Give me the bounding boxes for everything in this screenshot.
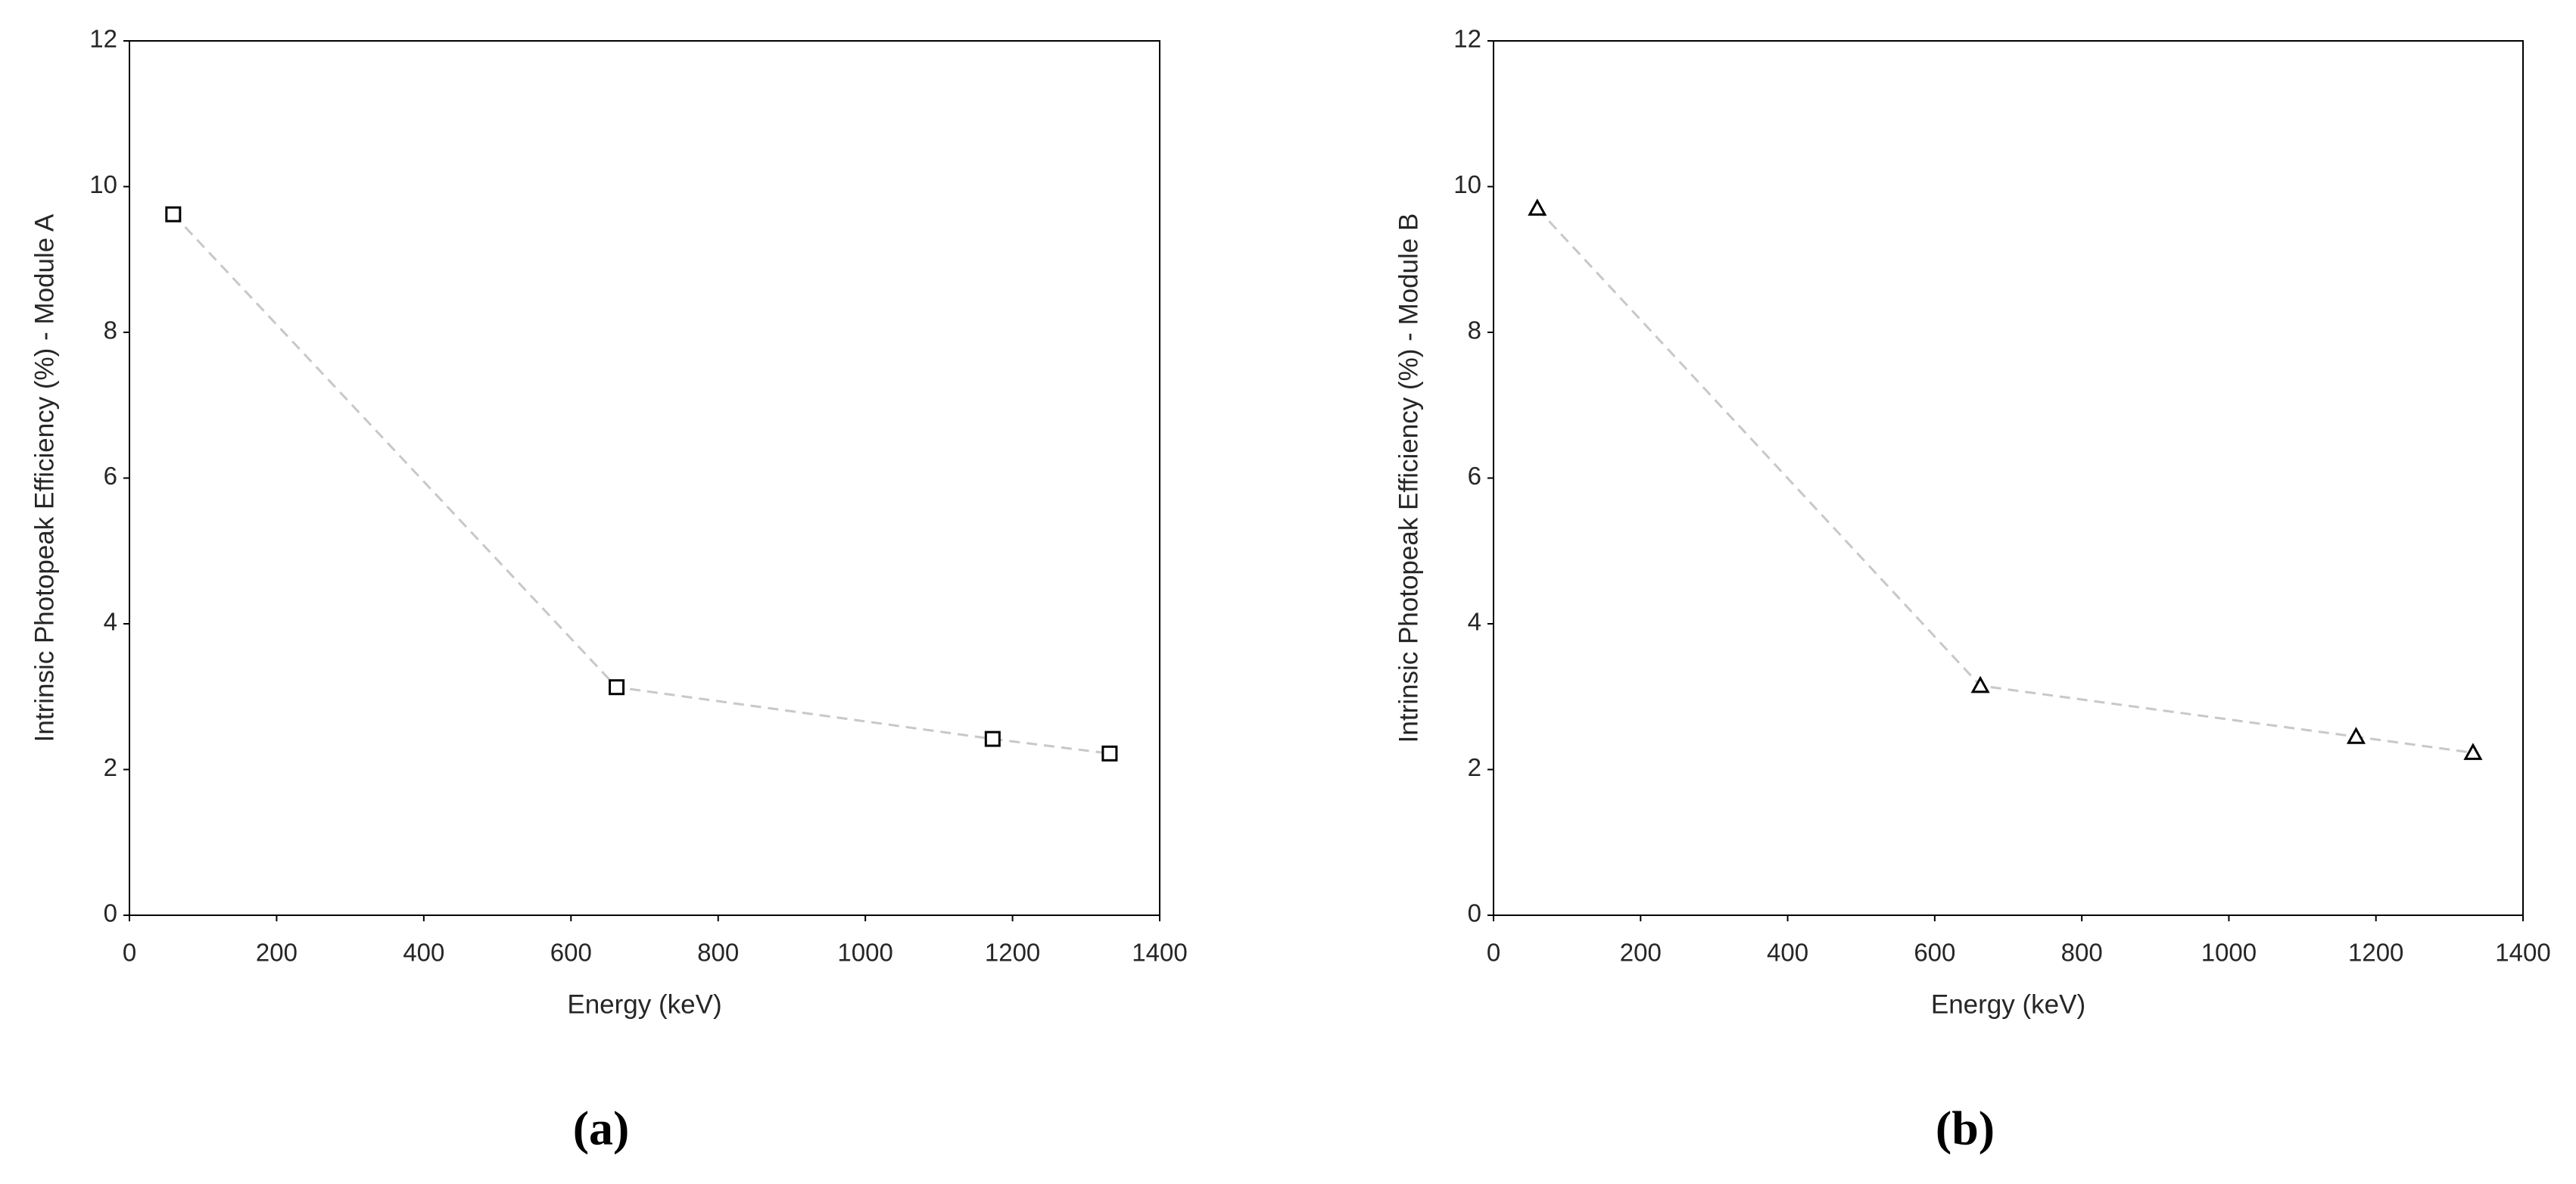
y-tick-label: 10 (1453, 170, 1481, 198)
caption: (a) (573, 1101, 630, 1155)
x-tick-label: 200 (1620, 939, 1662, 967)
plot-frame (1493, 40, 2524, 916)
y-tick-label: 8 (1468, 316, 1481, 344)
marker (2346, 727, 2366, 744)
x-tick-label: 1000 (837, 939, 892, 967)
x-axis-title: Energy (keV) (1931, 989, 2085, 1019)
marker (1528, 198, 1547, 216)
series-line (1536, 207, 2474, 754)
marker (984, 731, 1001, 747)
plot-frame (129, 40, 1160, 916)
series-line (172, 213, 1110, 755)
y-tick-label: 0 (104, 899, 117, 927)
y-axis-title: Intrinsic Photopeak Efficiency (%) - Mod… (1394, 213, 1423, 743)
x-tick-label: 1400 (1132, 939, 1187, 967)
x-tick-label: 400 (403, 939, 444, 967)
y-tick-label: 6 (104, 462, 117, 490)
x-tick-label: 600 (1914, 939, 1955, 967)
y-tick-label: 0 (1468, 899, 1481, 927)
marker (609, 679, 625, 696)
y-tick-label: 8 (104, 316, 117, 344)
y-tick-label: 10 (89, 170, 117, 198)
x-tick-label: 400 (1767, 939, 1808, 967)
y-tick-label: 6 (1468, 462, 1481, 490)
x-tick-label: 0 (123, 939, 136, 967)
x-tick-label: 200 (256, 939, 297, 967)
y-tick-label: 2 (1468, 753, 1481, 781)
y-tick-label: 12 (1453, 25, 1481, 53)
x-tick-label: 1200 (985, 939, 1040, 967)
x-tick-label: 1400 (2495, 939, 2550, 967)
x-tick-label: 800 (697, 939, 739, 967)
y-tick-label: 4 (104, 608, 117, 636)
chart: 0 2 4 6 8 10 12 0 200 400 600 800 1000 1200 1400 Energy… (1394, 25, 2550, 1155)
chart: 0 2 4 6 8 10 12 0 200 400 600 800 1000 1200 1400 Energy… (30, 25, 1187, 1155)
marker (2463, 743, 2483, 760)
marker (165, 206, 182, 223)
x-tick-label: 1000 (2201, 939, 2257, 967)
x-axis-title: Energy (keV) (567, 989, 721, 1019)
x-tick-label: 600 (550, 939, 592, 967)
y-tick-label: 2 (104, 753, 117, 781)
caption: (b) (1936, 1101, 1995, 1155)
x-tick-label: 1200 (2348, 939, 2403, 967)
marker (1101, 745, 1118, 762)
x-tick-label: 0 (1487, 939, 1500, 967)
y-tick-label: 4 (1468, 608, 1481, 636)
x-tick-label: 800 (2061, 939, 2103, 967)
y-tick-label: 12 (89, 25, 117, 53)
y-axis-title: Intrinsic Photopeak Efficiency (%) - Mod… (30, 213, 59, 742)
marker (1970, 675, 1990, 693)
